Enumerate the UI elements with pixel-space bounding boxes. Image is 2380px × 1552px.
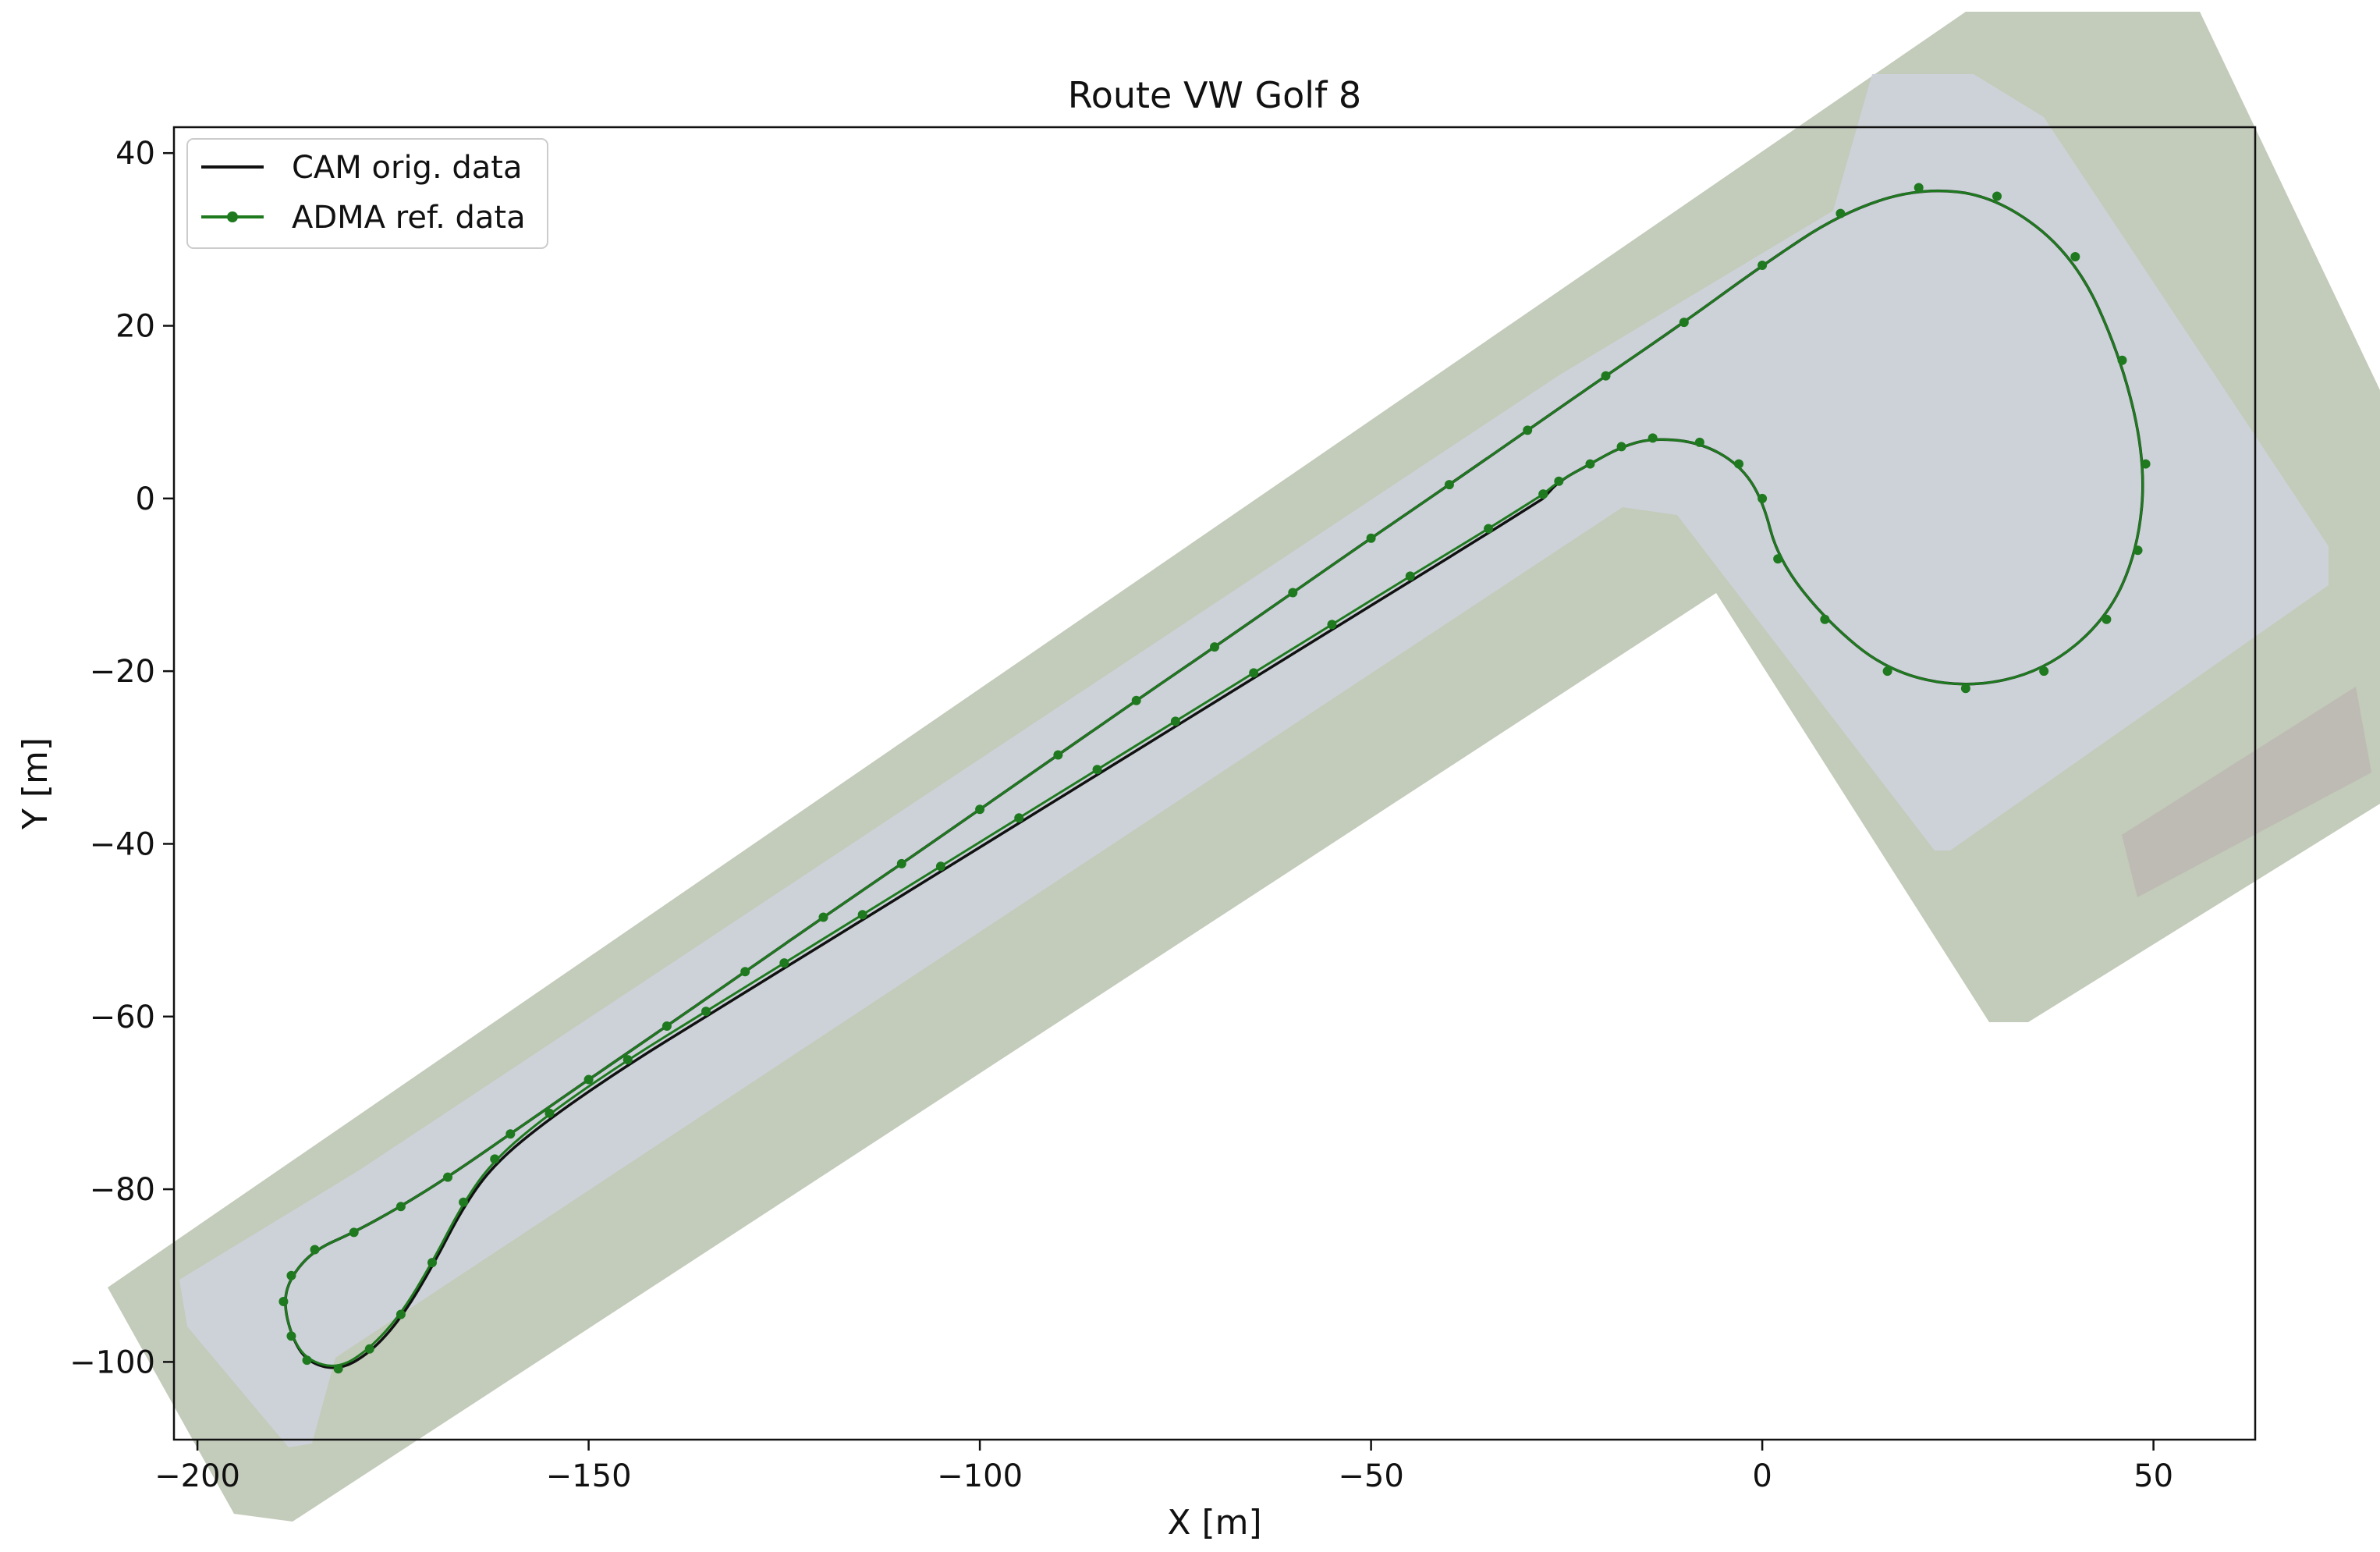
y-axis-label: Y [m] bbox=[16, 737, 55, 830]
adma-data-point bbox=[278, 1296, 289, 1306]
series-layer bbox=[278, 183, 2151, 1374]
y-tick-label: 20 bbox=[115, 309, 155, 345]
adma-data-point bbox=[1484, 524, 1494, 534]
adma-data-point bbox=[975, 804, 985, 815]
adma-data-point bbox=[2117, 355, 2127, 365]
x-ticks: −200 −150 −100 −50 0 50 bbox=[154, 1440, 2173, 1494]
adma-data-point bbox=[779, 958, 789, 968]
adma-data-point bbox=[395, 1309, 406, 1319]
adma-data-point bbox=[1538, 489, 1548, 499]
adma-data-point bbox=[459, 1197, 469, 1207]
adma-data-point bbox=[1616, 442, 1626, 452]
chart-title: Route VW Golf 8 bbox=[1068, 74, 1361, 116]
adma-data-point bbox=[1820, 614, 1830, 624]
adma-data-point bbox=[1758, 261, 1768, 271]
track-surface bbox=[179, 74, 2329, 1447]
y-tick-label: 0 bbox=[136, 481, 155, 517]
adma-data-point bbox=[333, 1364, 343, 1374]
y-tick-label: 40 bbox=[115, 136, 155, 172]
adma-data-point bbox=[2039, 666, 2049, 677]
adma-data-point bbox=[395, 1202, 406, 1212]
x-tick-label: −150 bbox=[546, 1458, 632, 1494]
adma-data-point bbox=[286, 1270, 296, 1280]
adma-data-point bbox=[364, 1344, 374, 1354]
legend-box bbox=[186, 138, 548, 249]
adma-data-point bbox=[1014, 813, 1024, 823]
adma-data-point bbox=[1554, 476, 1564, 486]
y-tick-label: −40 bbox=[90, 826, 155, 862]
y-ticks: 40 20 0 −20 −40 −60 −80 −100 bbox=[69, 136, 174, 1380]
adma-data-point bbox=[1053, 750, 1063, 760]
adma-data-point bbox=[505, 1129, 516, 1139]
legend-label-adma: ADMA ref. data bbox=[292, 200, 526, 236]
adma-data-point bbox=[1648, 433, 1658, 443]
adma-data-point bbox=[1992, 191, 2002, 201]
y-tick-label: −100 bbox=[69, 1344, 155, 1380]
adma-data-point bbox=[1405, 571, 1415, 581]
adma-data-point bbox=[1585, 459, 1595, 469]
adma-data-point bbox=[1523, 425, 1533, 435]
adma-data-point bbox=[443, 1172, 453, 1182]
x-tick-label: −100 bbox=[937, 1458, 1023, 1494]
adma-data-point bbox=[1882, 666, 1892, 677]
adma-data-point bbox=[1679, 318, 1689, 328]
adma-data-point bbox=[1758, 493, 1768, 503]
adma-data-point bbox=[286, 1331, 296, 1341]
x-tick-label: −200 bbox=[154, 1458, 240, 1494]
adma-data-point bbox=[740, 967, 750, 977]
x-tick-label: −50 bbox=[1338, 1458, 1403, 1494]
adma-data-point bbox=[935, 861, 945, 872]
legend-marker-adma bbox=[227, 211, 238, 222]
adma-data-point bbox=[1914, 183, 1924, 193]
adma-data-point bbox=[1170, 716, 1180, 726]
adma-data-point bbox=[1327, 620, 1337, 630]
legend-label-cam: CAM orig. data bbox=[292, 150, 522, 186]
adma-data-point bbox=[2141, 459, 2151, 469]
adma-data-point bbox=[1836, 208, 1846, 218]
adma-data-point bbox=[1694, 437, 1704, 447]
adma-data-point bbox=[1734, 459, 1744, 469]
adma-data-point bbox=[302, 1355, 312, 1366]
adma-data-point bbox=[349, 1227, 359, 1238]
adma-data-point bbox=[490, 1154, 500, 1164]
adma-data-point bbox=[1092, 765, 1102, 775]
adma-data-point bbox=[1960, 684, 1970, 694]
aerial-background bbox=[108, 12, 2380, 1522]
adma-data-point bbox=[1601, 371, 1611, 381]
y-tick-label: −80 bbox=[90, 1172, 155, 1208]
adma-data-point bbox=[1288, 588, 1298, 598]
adma-data-point bbox=[1444, 480, 1454, 490]
x-tick-label: 50 bbox=[2133, 1458, 2173, 1494]
plot-frame bbox=[172, 126, 2257, 1441]
adma-data-point bbox=[622, 1055, 633, 1065]
adma-data-point bbox=[1249, 668, 1259, 678]
y-tick-label: −60 bbox=[90, 1000, 155, 1035]
adma-data-point bbox=[427, 1258, 437, 1268]
adma-data-point bbox=[583, 1074, 594, 1085]
adma-data-point bbox=[857, 910, 867, 920]
adma-data-point bbox=[896, 858, 906, 868]
legend: CAM orig. data ADMA ref. data bbox=[186, 138, 548, 249]
y-tick-label: −20 bbox=[90, 654, 155, 690]
adma-data-point bbox=[818, 912, 828, 922]
adma-data-point bbox=[2133, 545, 2143, 556]
adma-data-point bbox=[2070, 251, 2080, 261]
adma-data-point bbox=[2102, 614, 2112, 624]
building-block bbox=[2122, 687, 2371, 897]
x-tick-label: 0 bbox=[1752, 1458, 1772, 1494]
adma-data-point bbox=[1366, 533, 1376, 543]
adma-data-point bbox=[1773, 554, 1783, 564]
adma-data-point bbox=[544, 1108, 555, 1118]
adma-data-point bbox=[310, 1245, 320, 1255]
adma-data-point bbox=[662, 1021, 672, 1031]
adma-data-point bbox=[1131, 695, 1141, 705]
adma-data-point bbox=[1210, 642, 1219, 652]
x-axis-label: X [m] bbox=[1167, 1503, 1261, 1543]
adma-data-point bbox=[701, 1007, 711, 1017]
